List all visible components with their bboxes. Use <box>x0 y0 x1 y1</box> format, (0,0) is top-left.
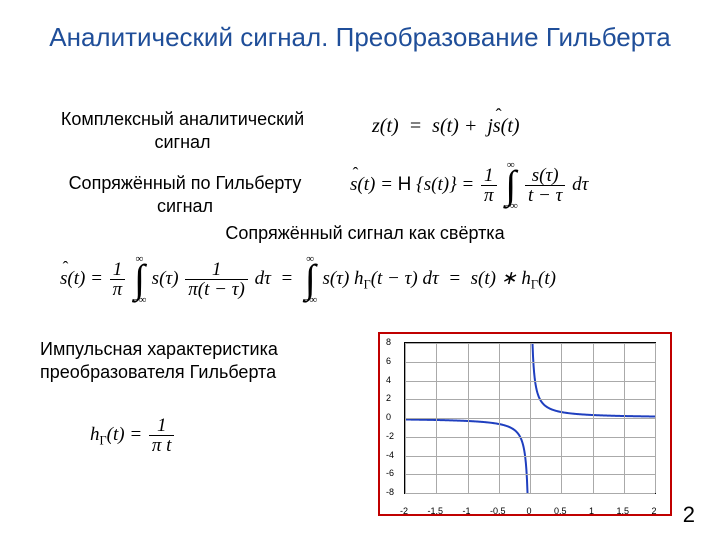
xtick-label: 2 <box>651 506 656 516</box>
grid-v <box>468 343 469 493</box>
xtick-label: 1.5 <box>616 506 629 516</box>
xtick-label: -1.5 <box>427 506 443 516</box>
grid-v <box>530 343 531 493</box>
grid-v <box>655 343 656 493</box>
label-hilbert-conjugate: Сопряжённый по Гильберту сигнал <box>55 172 315 217</box>
ytick-label: 6 <box>386 356 391 366</box>
grid-v <box>499 343 500 493</box>
grid-v <box>561 343 562 493</box>
xtick-label: 0 <box>526 506 531 516</box>
ytick-label: 4 <box>386 375 391 385</box>
grid-h <box>405 493 655 494</box>
xtick-label: 0.5 <box>554 506 567 516</box>
formula-impulse: hΓ(t) = 1π t <box>90 416 176 455</box>
label-convolution: Сопряжённый сигнал как свёртка <box>205 222 525 245</box>
ytick-label: -4 <box>386 450 394 460</box>
ytick-label: -8 <box>386 487 394 497</box>
ytick-label: 0 <box>386 412 391 422</box>
xtick-label: -0.5 <box>490 506 506 516</box>
chart-plot-area <box>404 342 656 494</box>
label-analytic-signal: Комплексный аналитический сигнал <box>50 108 315 153</box>
label-impulse-response: Импульсная характеристика преобразовател… <box>40 338 330 383</box>
ytick-label: 8 <box>386 337 391 347</box>
formula-hilbert-def: s(t) = H {s(t)} = 1π ∞∫−∞ s(τ)t − τ dτ <box>350 166 588 205</box>
ytick-label: -6 <box>386 468 394 478</box>
chart-frame: -8 -6 -4 -2 0 2 4 6 8 -2 -1.5 -1 -0.5 0 0.5 1 1.5 2 <box>378 332 672 516</box>
slide-title: Аналитический сигнал. Преобразование Гил… <box>0 22 720 53</box>
xtick-label: -2 <box>400 506 408 516</box>
grid-v <box>436 343 437 493</box>
ytick-label: 2 <box>386 393 391 403</box>
page-number: 2 <box>683 502 695 528</box>
xtick-label: -1 <box>462 506 470 516</box>
ytick-label: -2 <box>386 431 394 441</box>
grid-v <box>405 343 406 493</box>
formula-z: z(t) = s(t) + js(t) <box>372 115 520 138</box>
formula-convolution: s(t) = 1π ∞∫−∞ s(τ) 1π(t − τ) dτ = ∞∫−∞ … <box>60 260 556 299</box>
slide: Аналитический сигнал. Преобразование Гил… <box>0 0 720 540</box>
grid-v <box>593 343 594 493</box>
xtick-label: 1 <box>589 506 594 516</box>
grid-v <box>624 343 625 493</box>
